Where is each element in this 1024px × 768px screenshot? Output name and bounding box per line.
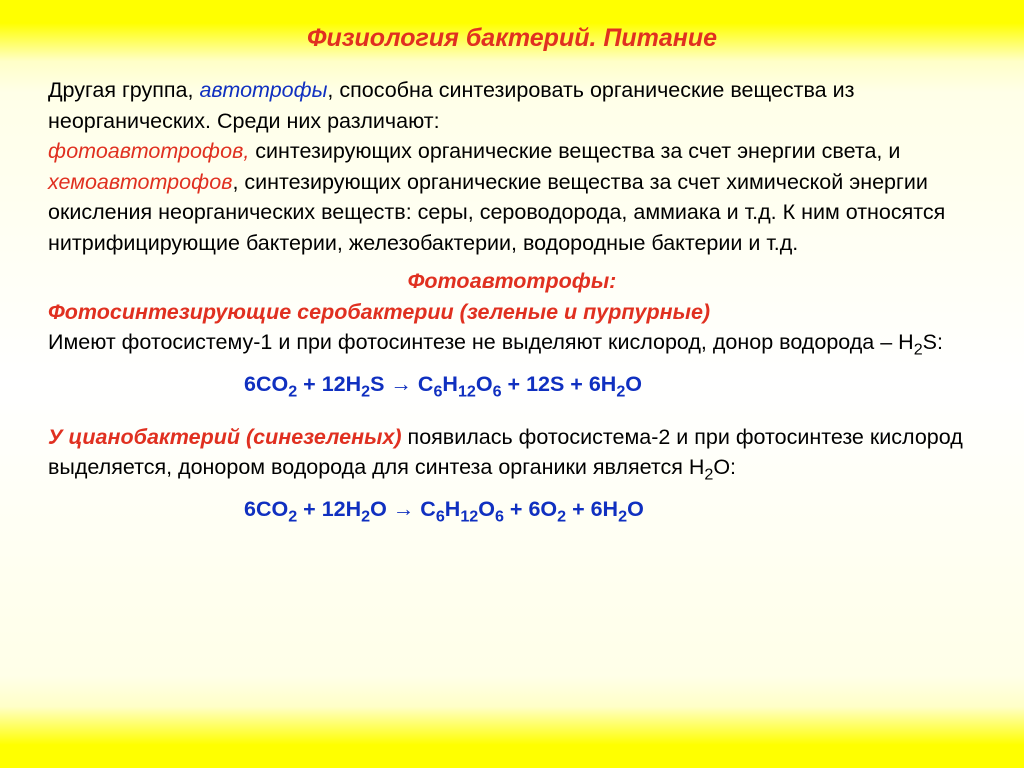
equation-1: 6CO2 + 12H2S → C6H12O6 + 12S + 6H2O (244, 369, 976, 403)
slide-body: Другая группа, автотрофы, способна синте… (48, 75, 976, 528)
eq-part: O (476, 372, 493, 396)
paragraph-types: фотоавтотрофов, синтезирующих органическ… (48, 136, 976, 258)
term-autotrophs: автотрофы (199, 78, 327, 102)
slide-container: Физиология бактерий. Питание Другая груп… (0, 0, 1024, 768)
term-photoautotrophs: фотоавтотрофов, (48, 139, 249, 163)
eq-sub: 12 (460, 508, 478, 526)
text: Имеют фотосистему-1 и при фотосинтезе не… (48, 330, 914, 354)
eq-part: 6CO (244, 372, 288, 396)
equation-2: 6CO2 + 12H2O → C6H12O6 + 6O2 + 6H2O (244, 494, 976, 528)
eq-sub: 2 (361, 508, 370, 526)
eq-part: 6CO (244, 497, 288, 521)
subscript: 2 (914, 340, 923, 358)
eq-sub: 2 (288, 508, 297, 526)
eq-sub: 6 (493, 383, 502, 401)
eq-sub: 12 (458, 383, 476, 401)
eq-part: O → C (370, 497, 436, 521)
eq-sub: 2 (618, 508, 627, 526)
eq-part: + 6H (566, 497, 618, 521)
eq-part: + 6O (504, 497, 557, 521)
spacer (48, 404, 976, 422)
eq-part: + 12H (297, 372, 361, 396)
heading-photoautotrophs: Фотоавтотрофы: (48, 266, 976, 297)
eq-sub: 6 (495, 508, 504, 526)
eq-part: + 12S + 6H (502, 372, 617, 396)
eq-sub: 2 (616, 383, 625, 401)
eq-sub: 2 (288, 383, 297, 401)
eq-part: O (478, 497, 495, 521)
heading-serobacteria: Фотосинтезирующие серобактерии (зеленые … (48, 297, 976, 328)
eq-part: H (442, 372, 458, 396)
paragraph-cyanobacteria: У цианобактерий (синезеленых) появилась … (48, 422, 976, 487)
subscript: 2 (704, 465, 713, 483)
term-chemoautotrophs: хемоавтотрофов (48, 170, 232, 194)
text: синтезирующих органические вещества за с… (249, 139, 900, 163)
term-cyanobacteria: У цианобактерий (синезеленых) (48, 425, 402, 449)
text: S: (923, 330, 943, 354)
eq-part: S → C (370, 372, 433, 396)
eq-part: H (445, 497, 461, 521)
eq-sub: 2 (361, 383, 370, 401)
text: Другая группа, (48, 78, 199, 102)
slide-title: Физиология бактерий. Питание (48, 24, 976, 53)
eq-sub: 6 (436, 508, 445, 526)
eq-sub: 2 (557, 508, 566, 526)
eq-part: O (627, 497, 644, 521)
eq-part: + 12H (297, 497, 361, 521)
paragraph-intro: Другая группа, автотрофы, способна синте… (48, 75, 976, 136)
text: O: (713, 455, 736, 479)
eq-part: O (625, 372, 642, 396)
paragraph-serobacteria: Имеют фотосистему-1 и при фотосинтезе не… (48, 327, 976, 361)
